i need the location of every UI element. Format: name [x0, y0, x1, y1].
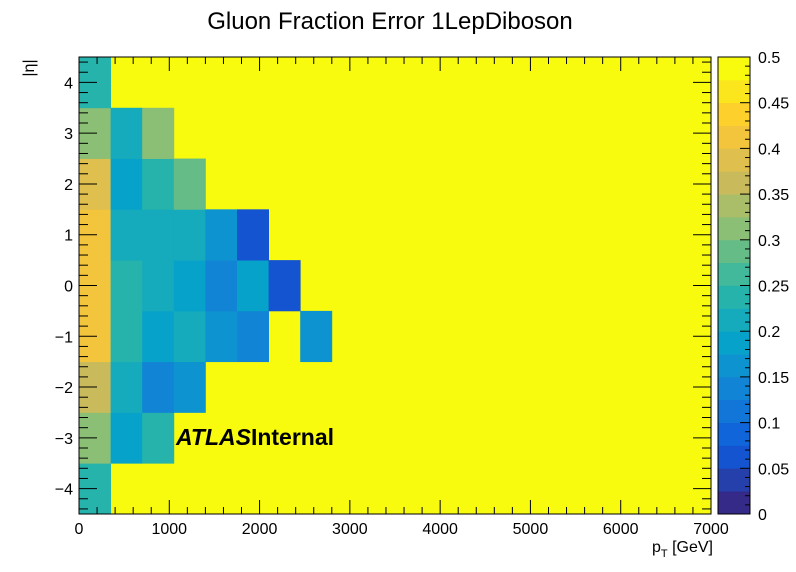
z-tick-label: 0 — [758, 507, 767, 524]
x-tick-label: 1000 — [151, 521, 187, 538]
y-axis-label: |η| — [21, 59, 38, 76]
heatmap-cell — [205, 209, 238, 261]
heatmap-cell — [205, 260, 238, 312]
heatmap-cell — [173, 260, 206, 312]
x-tick-label: 0 — [75, 521, 84, 538]
chart-title: Gluon Fraction Error 1LepDiboson — [207, 8, 573, 35]
colorbar-segment — [718, 468, 750, 492]
heatmap-cell — [142, 209, 175, 261]
y-tick-label: 0 — [64, 279, 73, 296]
colorbar-segment — [718, 239, 750, 264]
heatmap-cell — [205, 310, 238, 363]
colorbar-segment — [718, 331, 750, 355]
z-tick-label: 0.15 — [758, 370, 789, 387]
heatmap-cell — [268, 260, 301, 312]
y-tick-label: −3 — [55, 431, 73, 448]
heatmap-cell — [173, 158, 206, 210]
colorbar-segment — [718, 79, 750, 104]
heatmap-cell — [142, 412, 175, 464]
heatmap-cell — [142, 260, 175, 312]
x-axis-label-main: p — [652, 539, 661, 556]
axis-ticks: 0 1000 2000 3000 4000 5000 6000 7000 −4 −3 −2 −1 0 1 2… — [55, 57, 729, 538]
x-axis-label: pT [GeV] — [652, 539, 713, 560]
heatmap-cells — [79, 57, 711, 515]
atlas-label: ATLASInternal — [175, 424, 334, 450]
x-tick-label: 4000 — [422, 521, 458, 538]
z-tick-label: 0.3 — [758, 233, 780, 250]
heatmap-cell — [142, 310, 175, 363]
x-tick-label: 7000 — [693, 521, 729, 538]
heatmap-cell — [142, 107, 175, 159]
colorbar-segment — [718, 57, 750, 81]
heatmap-cell — [110, 209, 143, 261]
y-tick-label: 3 — [64, 126, 73, 143]
heatmap-cell — [237, 310, 269, 363]
y-tick-label: −1 — [55, 329, 73, 346]
z-tick-label: 0.5 — [758, 50, 780, 67]
y-tick-label: −2 — [55, 380, 73, 397]
z-tick-label: 0.25 — [758, 279, 789, 296]
heatmap-cell — [237, 260, 269, 312]
colorbar-segment — [718, 491, 750, 515]
x-axis-label-sub: T — [661, 548, 668, 560]
colorbar-segment — [718, 445, 750, 469]
z-tick-label: 0.45 — [758, 96, 789, 113]
y-tick-label: 2 — [64, 177, 73, 194]
heatmap-cell — [142, 361, 175, 413]
colorbar-segment — [718, 285, 750, 309]
x-axis-label-unit: [GeV] — [668, 539, 713, 556]
heatmap-cell — [173, 310, 206, 363]
colorbar-segment — [718, 422, 750, 446]
colorbar-segment — [718, 102, 750, 126]
z-tick-label: 0.05 — [758, 461, 789, 478]
atlas-label-bold: Internal — [251, 424, 334, 450]
heatmap-cell — [110, 260, 143, 312]
y-tick-label: 4 — [64, 75, 73, 92]
z-tick-label: 0.35 — [758, 187, 789, 204]
atlas-label-bold-italic: ATLAS — [175, 424, 252, 450]
colorbar-segment — [718, 399, 750, 423]
colorbar-segment — [718, 171, 750, 195]
heatmap-cell — [173, 209, 206, 261]
colorbar-segment — [718, 376, 750, 401]
colorbar-segment — [718, 262, 750, 286]
heatmap-cell — [110, 107, 143, 159]
heatmap-cell — [110, 361, 143, 413]
colorbar-segment — [718, 125, 750, 149]
y-tick-label: −4 — [55, 482, 73, 499]
z-tick-label: 0.1 — [758, 416, 780, 433]
x-tick-label: 6000 — [603, 521, 639, 538]
heatmap-cell — [110, 412, 143, 464]
colorbar-segment — [718, 354, 750, 378]
x-tick-label: 3000 — [332, 521, 368, 538]
heatmap-cell — [110, 310, 143, 363]
y-tick-label: 1 — [64, 228, 73, 245]
heatmap-cell — [300, 310, 333, 363]
z-tick-label: 0.2 — [758, 324, 780, 341]
x-tick-label: 2000 — [242, 521, 278, 538]
heatmap-cell — [237, 209, 269, 261]
colorbar-segment — [718, 148, 750, 172]
x-tick-label: 5000 — [513, 521, 549, 538]
heatmap-cell — [110, 158, 143, 210]
color-scale-bar: 0 0.05 0.1 0.15 0.2 0.25 0.3 0.35 0.4 0.45 0.5 — [717, 50, 789, 524]
heatmap-cell — [142, 158, 175, 210]
z-tick-label: 0.4 — [758, 141, 780, 158]
colorbar-segment — [718, 194, 750, 218]
colorbar-segment — [718, 216, 750, 241]
heatmap-cell — [173, 361, 206, 413]
colorbar-segment — [718, 308, 750, 332]
